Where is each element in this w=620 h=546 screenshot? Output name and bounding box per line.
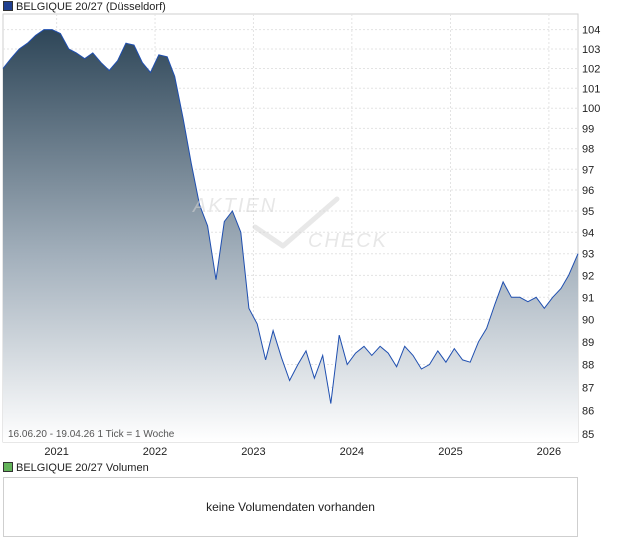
price-chart[interactable]: AKTIEN CHECK 85 86 87 88 89 90 91 92 93 94 95 96 97 9… — [0, 0, 620, 460]
date-range-note: 16.06.20 - 19.04.26 1 Tick = 1 Woche — [8, 429, 175, 440]
x-tick-label: 2024 — [340, 446, 364, 458]
x-tick-label: 2021 — [44, 446, 68, 458]
y-tick-label: 91 — [582, 292, 594, 304]
watermark-text-aktien: AKTIEN — [192, 195, 277, 217]
y-tick-label: 99 — [582, 123, 594, 135]
x-tick-label: 2025 — [438, 446, 462, 458]
x-axis-labels: 2021 2022 2023 2024 2025 2026 — [44, 446, 561, 458]
price-legend: BELGIQUE 20/27 (Düsseldorf) — [3, 0, 166, 14]
price-line — [2, 29, 579, 404]
y-tick-label: 104 — [582, 25, 600, 37]
y-tick-label: 90 — [582, 314, 594, 326]
volume-legend-swatch — [3, 462, 13, 472]
y-tick-label: 85 — [582, 429, 594, 441]
y-tick-label: 86 — [582, 406, 594, 418]
volume-legend: BELGIQUE 20/27 Volumen — [3, 461, 149, 475]
x-tick-label: 2026 — [537, 446, 561, 458]
y-tick-label: 89 — [582, 337, 594, 349]
watermark: AKTIEN CHECK — [192, 195, 388, 252]
price-area — [3, 29, 578, 442]
volume-legend-label: BELGIQUE 20/27 Volumen — [16, 462, 149, 474]
volume-empty-message: keine Volumendaten vorhanden — [206, 500, 375, 514]
y-tick-label: 103 — [582, 44, 600, 56]
y-tick-label: 100 — [582, 103, 600, 115]
watermark-check-icon — [252, 196, 340, 249]
watermark-text-check: CHECK — [308, 230, 388, 252]
y-tick-label: 94 — [582, 227, 594, 239]
x-tick-label: 2023 — [241, 446, 265, 458]
y-tick-label: 88 — [582, 359, 594, 371]
y-tick-label: 87 — [582, 382, 594, 394]
y-tick-label: 93 — [582, 249, 594, 261]
x-tick-label: 2022 — [143, 446, 167, 458]
price-legend-swatch — [3, 1, 13, 11]
y-axis-labels: 85 86 87 88 89 90 91 92 93 94 95 96 97 98 99 100 101 102 1… — [582, 25, 600, 441]
y-tick-label: 95 — [582, 206, 594, 218]
y-tick-label: 98 — [582, 144, 594, 156]
y-tick-label: 92 — [582, 270, 594, 282]
volume-panel: keine Volumendaten vorhanden — [3, 477, 578, 537]
y-tick-label: 96 — [582, 185, 594, 197]
price-legend-label: BELGIQUE 20/27 (Düsseldorf) — [16, 1, 166, 13]
y-tick-label: 97 — [582, 164, 594, 176]
y-tick-label: 101 — [582, 83, 600, 95]
y-tick-label: 102 — [582, 64, 600, 76]
